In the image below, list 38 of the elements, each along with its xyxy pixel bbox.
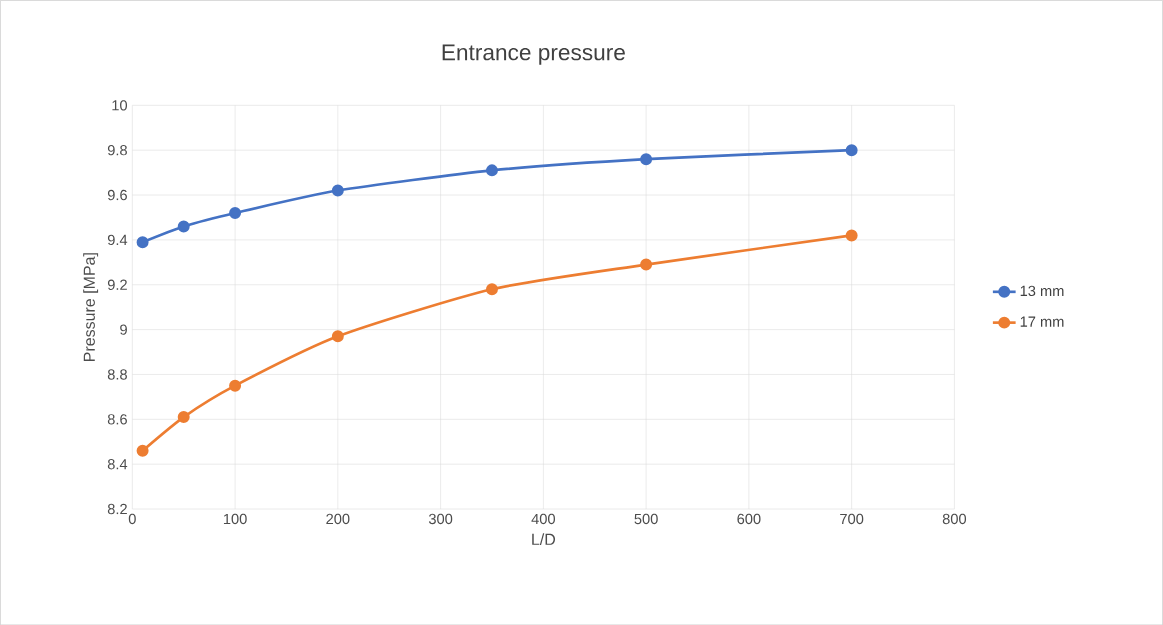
y-tick-label: 9.2: [107, 279, 127, 290]
point: [331, 184, 344, 197]
y-tick-label: 9.8: [107, 144, 127, 156]
x-tick-label: 300: [428, 513, 453, 524]
x-tick-label: 400: [531, 513, 555, 524]
point: [229, 379, 242, 392]
y-tick-label: 8.6: [107, 413, 127, 425]
x-tick-label: 100: [223, 513, 247, 524]
y-tick-label: 9.6: [107, 189, 127, 201]
x-tick-label: 200: [326, 513, 350, 524]
x-tick-label: 0: [128, 513, 136, 524]
y-axis-title: Pressure [MPa]: [83, 253, 99, 361]
legend-label: 17 mm: [1020, 316, 1064, 327]
point: [640, 258, 653, 271]
point: [485, 164, 498, 177]
point: [331, 330, 344, 343]
point: [845, 144, 858, 157]
x-tick-label: 500: [634, 513, 658, 524]
chart-title: Entrance pressure: [442, 44, 625, 65]
y-tick-label: 9.4: [107, 234, 128, 245]
x-axis-title: L/D: [532, 533, 556, 545]
point: [177, 410, 190, 423]
y-tick-label: 9: [120, 324, 127, 335]
point: [640, 152, 653, 165]
y-tick-label: 8.2: [107, 503, 127, 515]
y-tick-label: 8.8: [107, 369, 127, 380]
point: [177, 220, 190, 233]
x-tick-label: 600: [737, 513, 761, 524]
legend-label: 13 mm: [1020, 285, 1064, 296]
point: [229, 206, 242, 219]
x-tick-label: 800: [942, 513, 967, 524]
point: [845, 229, 858, 242]
x-tick-label: 700: [840, 513, 864, 524]
y-tick-label: 10: [112, 99, 128, 111]
point: [485, 283, 498, 296]
y-tick-label: 8.4: [107, 458, 128, 470]
point: [136, 444, 149, 457]
point: [136, 235, 149, 248]
